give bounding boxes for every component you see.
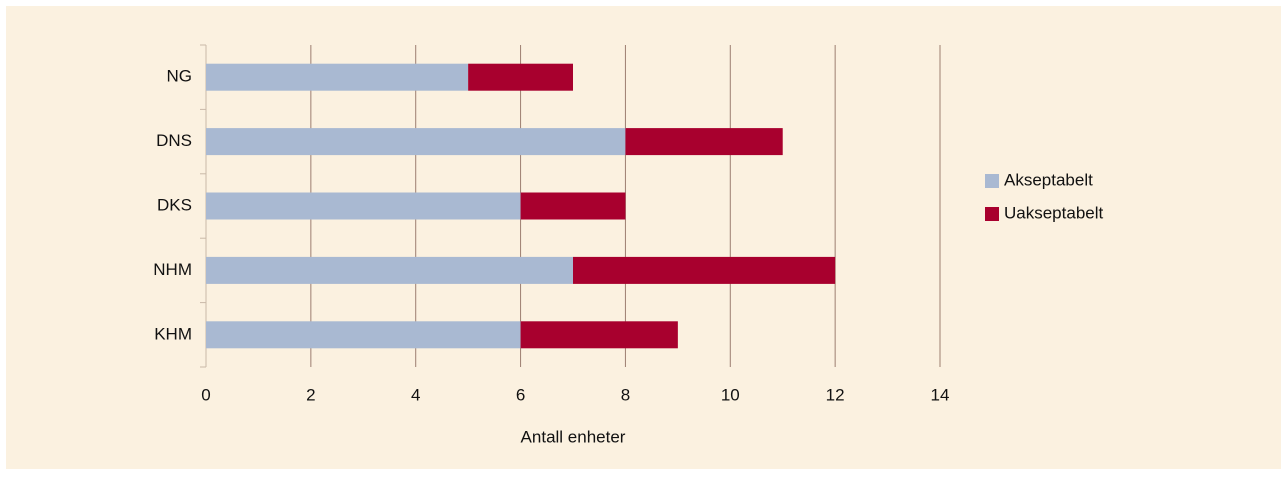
bar xyxy=(468,63,573,91)
y-tick-label: KHM xyxy=(154,324,192,343)
bar xyxy=(206,128,626,156)
y-tick-label: NG xyxy=(167,67,193,86)
bar xyxy=(206,256,573,284)
y-tick-label: DNS xyxy=(156,131,192,150)
x-tick-label: 4 xyxy=(411,385,420,404)
x-tick-label: 6 xyxy=(516,385,525,404)
legend-label: Uakseptabelt xyxy=(1004,203,1104,222)
chart-background xyxy=(6,6,1281,469)
legend-swatch xyxy=(985,207,999,221)
y-tick-label: DKS xyxy=(157,195,192,214)
x-tick-label: 8 xyxy=(621,385,630,404)
bar xyxy=(206,63,469,91)
legend-swatch xyxy=(985,174,999,188)
bar xyxy=(520,321,678,349)
x-tick-label: 12 xyxy=(826,385,845,404)
x-tick-label: 2 xyxy=(306,385,315,404)
x-axis-label: Antall enheter xyxy=(521,427,626,446)
y-tick-label: NHM xyxy=(153,260,192,279)
bar xyxy=(206,321,521,349)
bar xyxy=(573,256,836,284)
bar xyxy=(520,192,626,220)
x-tick-label: 10 xyxy=(721,385,740,404)
x-tick-label: 0 xyxy=(201,385,210,404)
x-tick-label: 14 xyxy=(931,385,950,404)
bar xyxy=(625,128,783,156)
bar xyxy=(206,192,521,220)
legend-label: Akseptabelt xyxy=(1004,170,1093,189)
